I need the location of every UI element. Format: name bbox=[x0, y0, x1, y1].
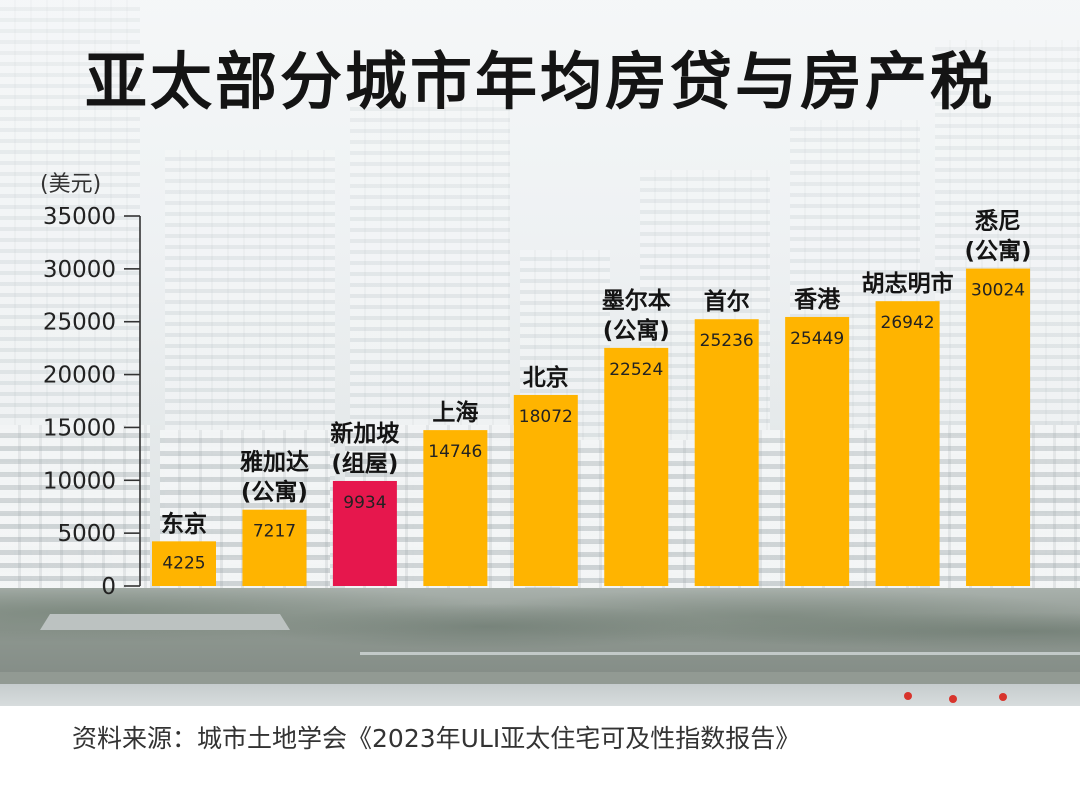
bar-value-label: 22524 bbox=[609, 360, 663, 380]
y-tick-label: 25000 bbox=[43, 310, 116, 336]
shoreline bbox=[0, 672, 1080, 686]
source-note: 资料来源：城市土地学会《2023年ULI亚太住宅可及性指数报告》 bbox=[72, 724, 801, 753]
buoy bbox=[949, 695, 957, 703]
bar-chart: 0 5000 10000 15000 20000 25000 30000 35000 4225… bbox=[43, 204, 1032, 600]
bar bbox=[332, 480, 397, 586]
footer bbox=[0, 706, 1080, 790]
bar bbox=[694, 319, 759, 586]
y-tick-label: 0 bbox=[101, 574, 116, 600]
bar bbox=[513, 394, 578, 586]
buoy bbox=[999, 693, 1007, 701]
y-tick-label: 10000 bbox=[43, 468, 116, 494]
y-axis-unit-label: (美元) bbox=[40, 172, 102, 197]
y-axis: 0 5000 10000 15000 20000 25000 30000 35000 bbox=[43, 204, 141, 600]
bar-category-label: 上海 bbox=[432, 399, 478, 426]
chart-title: 亚太部分城市年均房贷与房产税 bbox=[84, 45, 995, 118]
y-tick-label: 35000 bbox=[43, 204, 116, 230]
bar bbox=[966, 268, 1031, 586]
bar bbox=[604, 347, 669, 586]
y-tick-label: 20000 bbox=[43, 363, 116, 389]
bar-value-label: 9934 bbox=[343, 493, 386, 513]
fence bbox=[360, 652, 1080, 655]
bar bbox=[875, 301, 940, 586]
bar bbox=[785, 316, 850, 586]
bar-group: 30024 悉尼(公寓) bbox=[965, 209, 1032, 586]
bar-group: 22524 墨尔本(公寓) bbox=[602, 287, 671, 586]
bar-value-label: 25236 bbox=[700, 331, 754, 351]
bar-group: 14746 上海 bbox=[423, 399, 488, 586]
bar-value-label: 26942 bbox=[881, 313, 935, 333]
tree-line bbox=[0, 588, 1080, 684]
bar-group: 7217 雅加达(公寓) bbox=[240, 450, 309, 586]
bar bbox=[423, 430, 488, 586]
bar-group: 9934 新加坡(组屋) bbox=[330, 420, 399, 586]
bar-value-label: 14746 bbox=[428, 442, 482, 462]
bar-category-label: 东京 bbox=[161, 510, 207, 537]
water bbox=[0, 684, 1080, 706]
bar-category-label: 新加坡(组屋) bbox=[330, 420, 399, 477]
y-tick-label: 30000 bbox=[43, 257, 116, 283]
bar-category-label: 首尔 bbox=[704, 288, 750, 315]
bars: 4225 东京 7217 雅加达(公寓) 9934 新加坡(组屋) 14746 上海 18072… bbox=[152, 209, 1032, 586]
bar-category-label: 胡志明市 bbox=[862, 270, 954, 297]
bar bbox=[152, 541, 216, 586]
bar-group: 26942 胡志明市 bbox=[862, 270, 954, 586]
bar-category-label: 雅加达(公寓) bbox=[240, 450, 309, 506]
bar-category-label: 悉尼(公寓) bbox=[965, 209, 1032, 265]
bar-group: 18072 北京 bbox=[513, 364, 578, 586]
bar-category-label: 北京 bbox=[523, 364, 569, 391]
bar-category-label: 香港 bbox=[794, 287, 841, 313]
buoy bbox=[904, 692, 912, 700]
bar-group: 4225 东京 bbox=[152, 510, 216, 586]
bar-value-label: 7217 bbox=[253, 522, 296, 542]
pavilion-roof bbox=[40, 614, 290, 630]
bar-category-label: 墨尔本(公寓) bbox=[602, 287, 671, 344]
bar-value-label: 30024 bbox=[971, 281, 1025, 301]
bar-value-label: 25449 bbox=[790, 329, 844, 349]
bar-group: 25236 首尔 bbox=[694, 288, 759, 586]
y-tick-label: 5000 bbox=[57, 521, 116, 547]
bar-value-label: 18072 bbox=[519, 407, 573, 427]
bar bbox=[242, 509, 307, 586]
bar-value-label: 4225 bbox=[162, 553, 205, 573]
bar-group: 25449 香港 bbox=[785, 287, 850, 586]
y-tick-label: 15000 bbox=[43, 415, 116, 441]
